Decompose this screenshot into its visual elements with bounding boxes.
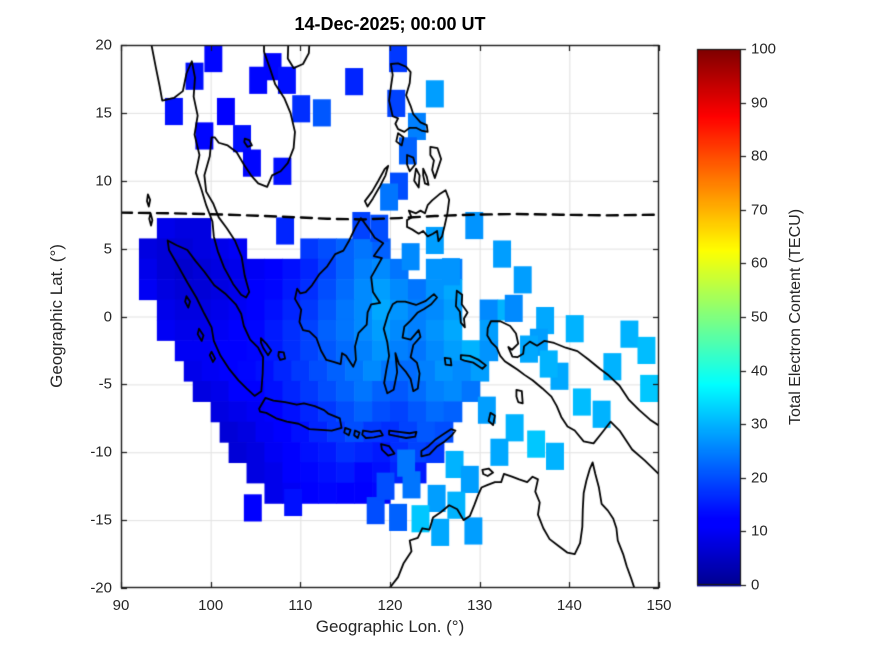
colorbar-tick-label-80: 80 xyxy=(751,147,768,165)
y-tick-label-0: 0 xyxy=(103,308,112,325)
x-tick-label-150: 150 xyxy=(646,597,672,614)
colorbar-tick-label-50: 50 xyxy=(751,308,768,326)
colorbar-tick-label-100: 100 xyxy=(751,40,777,58)
y-tick-label-20: 20 xyxy=(95,36,112,54)
colorbar-tick-label-90: 90 xyxy=(751,94,768,112)
x-tick-label-130: 130 xyxy=(467,597,493,614)
y-tick-label--20: -20 xyxy=(90,579,112,597)
y-tick-label--15: -15 xyxy=(90,511,112,529)
x-tick-label-120: 120 xyxy=(377,597,403,614)
colorbar-tick-label-20: 20 xyxy=(751,469,768,487)
x-axis-label: Geographic Lon. (°) xyxy=(315,617,465,636)
y-axis-label: Geographic Lat. (°) xyxy=(47,244,66,388)
x-tick-label-110: 110 xyxy=(288,597,313,614)
colorbar-tick-label-60: 60 xyxy=(751,254,768,272)
colorbar-tick-label-70: 70 xyxy=(751,201,768,219)
colorbar-tick-label-10: 10 xyxy=(751,522,768,540)
colorbar-tick-label-0: 0 xyxy=(751,576,760,594)
y-tick-label-5: 5 xyxy=(103,240,112,258)
y-tick-label--5: -5 xyxy=(98,375,112,393)
x-tick-label-90: 90 xyxy=(112,597,130,614)
x-tick-label-140: 140 xyxy=(556,597,582,614)
colorbar-tick-label-30: 30 xyxy=(751,415,768,433)
y-tick-label-10: 10 xyxy=(95,172,112,190)
colorbar-label: Total Electron Content (TECU) xyxy=(787,208,804,426)
colorbar-tick-label-40: 40 xyxy=(751,362,768,380)
y-tick-label--10: -10 xyxy=(90,443,112,461)
plot-title: 14-Dec-2025; 00:00 UT xyxy=(294,14,486,34)
y-tick-label-15: 15 xyxy=(95,104,112,122)
x-tick-label-100: 100 xyxy=(198,597,224,614)
